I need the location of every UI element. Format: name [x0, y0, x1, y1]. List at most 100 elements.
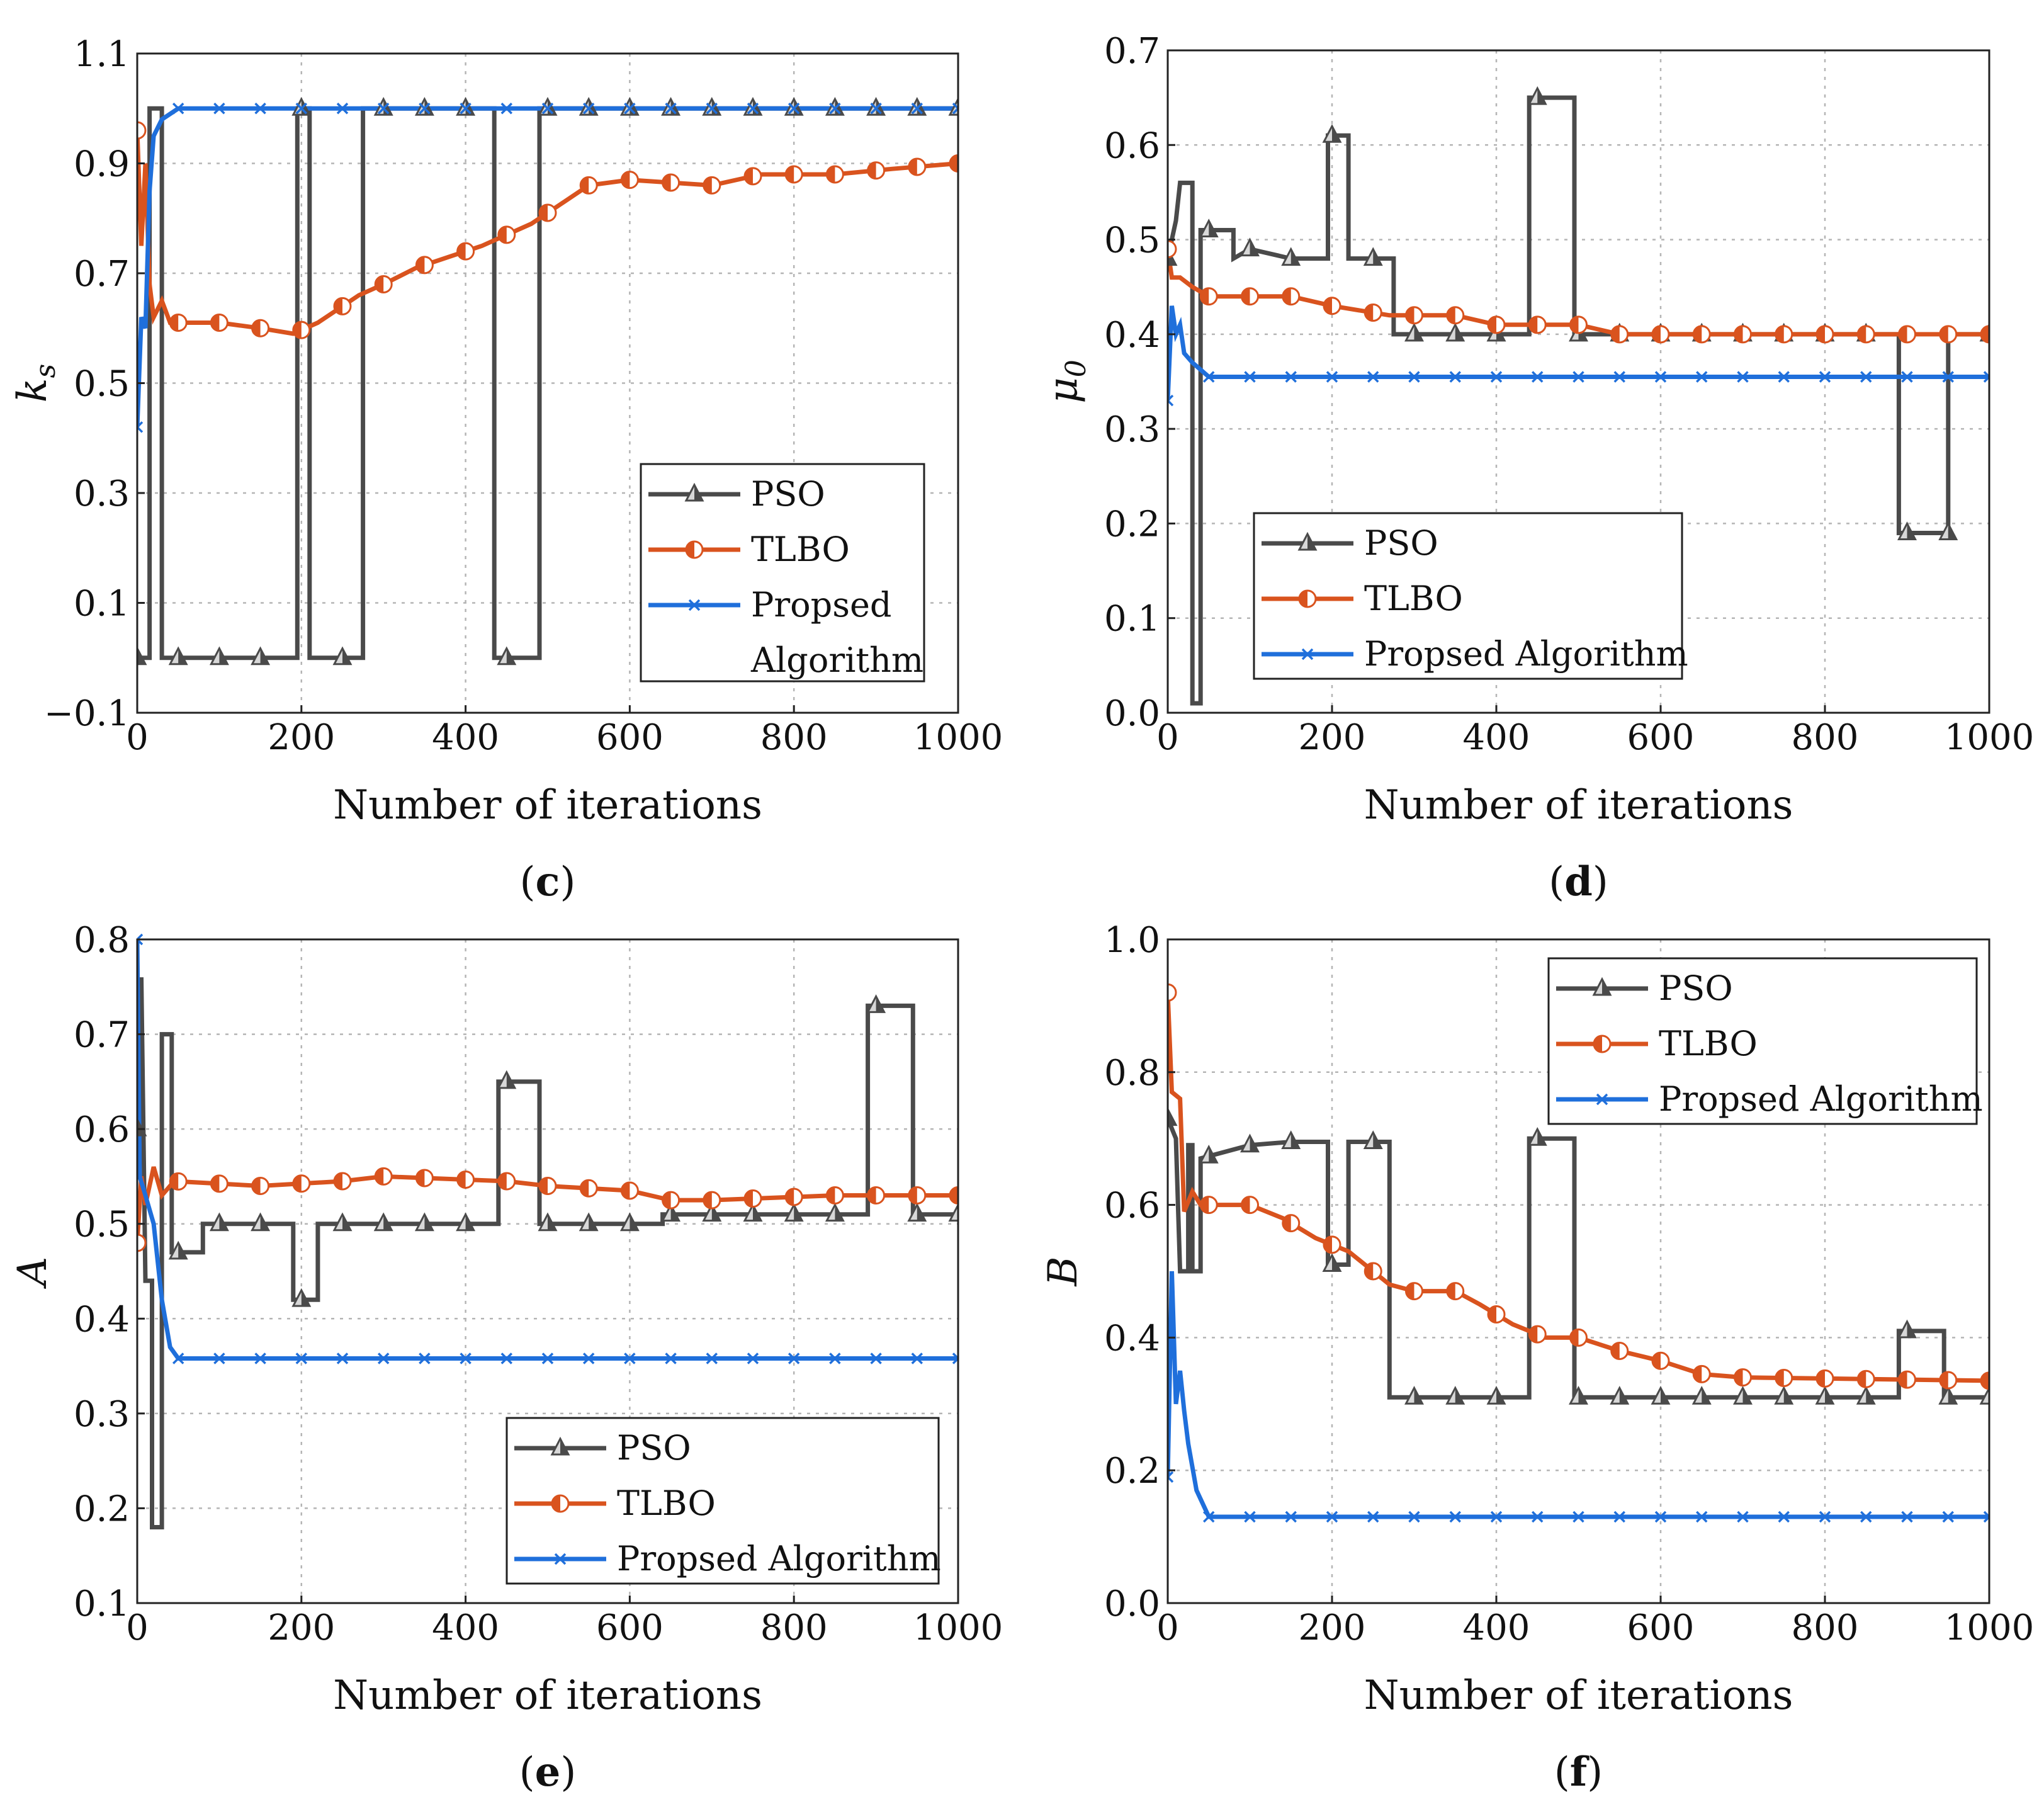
- y-tick-label: 0.7: [74, 1015, 130, 1056]
- tlbo-marker-fill: [1775, 326, 1784, 343]
- y-tick-label: 0.2: [74, 1488, 130, 1529]
- pso-marker-fill: [1209, 1147, 1217, 1163]
- tlbo-marker-fill: [170, 314, 179, 331]
- pso-marker-fill: [1537, 1129, 1546, 1145]
- pso-marker-fill: [1702, 1388, 1710, 1404]
- tlbo-marker-fill: [1899, 326, 1907, 343]
- y-tick-label: 0.7: [1104, 31, 1160, 72]
- tlbo-marker-fill: [1406, 1283, 1414, 1300]
- panel-c: 0 200 400 600 800 1000 −0.1 0.1 0.3 0.5 0.7 0.9 1.1 N…: [9, 34, 1003, 905]
- tlbo-marker-fill: [375, 276, 384, 293]
- proposed-marker: [500, 1352, 513, 1364]
- proposed-marker: [1613, 1511, 1625, 1523]
- tlbo-marker-fill: [1611, 1342, 1620, 1359]
- pso-marker-fill: [753, 1205, 761, 1221]
- proposed-marker: [1860, 1511, 1872, 1523]
- pso-marker-fill: [137, 1120, 145, 1136]
- proposed-marker: [829, 103, 841, 115]
- tlbo-marker-fill: [457, 243, 466, 260]
- panel-label: (c): [520, 858, 576, 905]
- y-tick-label: 1.1: [74, 34, 130, 75]
- proposed-marker: [1301, 648, 1314, 660]
- pso-marker-fill: [1250, 239, 1258, 256]
- x-tick-label: 1000: [1945, 717, 2035, 758]
- tlbo-marker-fill: [1200, 288, 1209, 305]
- x-tick-label: 1000: [913, 1607, 1003, 1648]
- tlbo-marker-fill: [1817, 1370, 1825, 1387]
- legend-label: PSO: [751, 474, 825, 514]
- proposed-marker: [460, 1352, 471, 1364]
- legend-label: Propsed: [751, 585, 891, 625]
- pso-marker-fill: [506, 648, 515, 664]
- x-tick-label: 1000: [1945, 1607, 2035, 1648]
- y-tick-label: 0.5: [74, 364, 130, 405]
- legend-box: [1253, 512, 1683, 680]
- pso-marker-fill: [835, 1205, 844, 1221]
- proposed-marker: [172, 1352, 184, 1364]
- pso-marker-fill: [1373, 1132, 1382, 1148]
- pso-marker-fill: [1332, 1255, 1340, 1271]
- tlbo-marker-fill: [745, 167, 753, 184]
- x-tick-label: 400: [1463, 717, 1530, 758]
- proposed-marker: [1596, 1093, 1608, 1106]
- y-tick-label: 0.1: [74, 584, 130, 625]
- pso-marker-fill: [1209, 220, 1217, 237]
- tlbo-marker-fill: [498, 226, 507, 243]
- proposed-marker: [1168, 1471, 1174, 1483]
- proposed-marker: [1285, 1511, 1297, 1523]
- pso-marker-fill: [958, 99, 966, 115]
- proposed-marker: [1860, 371, 1872, 383]
- y-tick-label: 1.0: [1104, 920, 1160, 961]
- x-axis-label: Number of iterations: [333, 782, 762, 829]
- y-axis-label: ks: [9, 364, 62, 402]
- tlbo-marker-fill: [1570, 1329, 1579, 1346]
- proposed-marker: [1737, 1511, 1749, 1523]
- tlbo-marker-fill: [1594, 1036, 1602, 1052]
- y-tick-label: 0.4: [1104, 315, 1160, 356]
- proposed-line: [1168, 1271, 1989, 1519]
- pso-marker-fill: [548, 1214, 556, 1230]
- x-tick-label: 200: [268, 717, 335, 758]
- pso-marker-fill: [917, 1205, 925, 1221]
- pso-marker-fill: [383, 1214, 392, 1230]
- pso-marker-fill: [589, 1214, 597, 1230]
- pso-marker-fill: [1168, 1109, 1176, 1125]
- x-tick-label: 200: [1299, 717, 1366, 758]
- pso-marker: [1979, 1386, 1989, 1405]
- pso-marker-fill: [301, 1290, 310, 1307]
- y-tick-label: 0.3: [74, 1394, 130, 1435]
- legend-label: Propsed Algorithm: [617, 1539, 941, 1579]
- pso-marker-fill: [1414, 1388, 1423, 1404]
- plot-area: [1168, 86, 1989, 706]
- tlbo-marker-fill: [1981, 1372, 1989, 1389]
- proposed-marker: [1942, 371, 1954, 383]
- y-tick-label: 0.1: [74, 1584, 130, 1624]
- proposed-marker: [419, 103, 431, 115]
- proposed-marker: [1532, 371, 1544, 383]
- pso-marker-fill: [260, 1214, 269, 1230]
- pso-marker-fill: [424, 1214, 433, 1230]
- tlbo-marker-fill: [703, 1192, 712, 1209]
- tlbo-marker-fill: [1652, 326, 1661, 343]
- legend-label: PSO: [617, 1428, 691, 1468]
- tlbo-marker-fill: [539, 205, 548, 222]
- tlbo-marker-fill: [786, 166, 794, 183]
- x-tick-label: 400: [432, 717, 499, 758]
- proposed-marker: [1408, 1511, 1420, 1523]
- panel-f: 0 200 400 600 800 1000 0.0 0.2 0.4 0.6 0.8 1.0 Numbe…: [1040, 920, 2034, 1796]
- tlbo-marker-fill: [539, 1177, 548, 1194]
- tlbo-marker-fill: [170, 1173, 179, 1190]
- tlbo-marker-fill: [662, 174, 671, 191]
- proposed-marker: [788, 1352, 800, 1364]
- proposed-marker: [1367, 371, 1379, 383]
- proposed-marker: [829, 1352, 841, 1364]
- tlbo-marker-fill: [662, 1192, 671, 1209]
- tlbo-marker-fill: [1611, 326, 1620, 343]
- pso-marker-fill: [630, 1214, 638, 1230]
- tlbo-marker: [1168, 240, 1177, 259]
- legend: PSO TLBO Propsed Algorithm: [1253, 512, 1688, 680]
- proposed-marker: [1901, 371, 1913, 383]
- proposed-marker: [1819, 1511, 1831, 1523]
- pso-marker-fill: [1496, 1388, 1505, 1404]
- y-tick-label: 0.7: [74, 254, 130, 295]
